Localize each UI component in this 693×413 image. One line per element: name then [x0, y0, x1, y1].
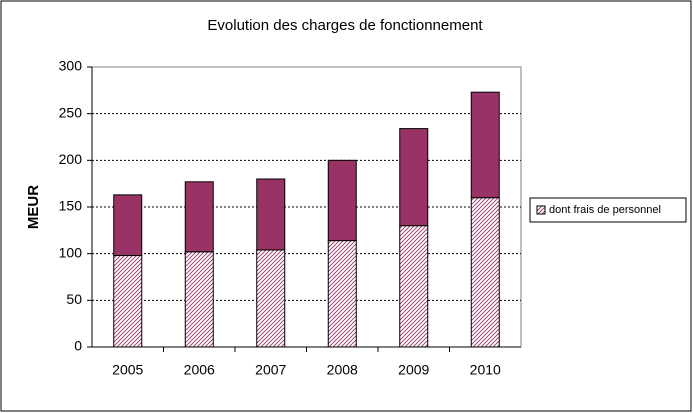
bar-segment	[256, 249, 286, 348]
bar-segment	[113, 255, 143, 348]
legend-swatch	[536, 205, 546, 215]
y-axis-label: MEUR	[25, 185, 42, 229]
x-tick-label: 2008	[327, 362, 358, 378]
chart-title: Evolution des charges de fonctionnement	[207, 17, 483, 34]
x-tick-label: 2005	[112, 362, 143, 378]
bar-segment	[327, 240, 357, 348]
y-tick-label: 250	[59, 104, 83, 120]
bar-segment	[470, 197, 500, 348]
bar-segment	[184, 181, 214, 253]
bar-segment	[113, 194, 143, 257]
x-tick-label: 2010	[470, 362, 501, 378]
y-tick-label: 50	[66, 291, 82, 307]
legend-label: dont frais de personnel	[549, 204, 661, 216]
y-tick-label: 200	[59, 151, 83, 167]
x-tick-label: 2007	[255, 362, 286, 378]
y-tick-label: 300	[59, 58, 83, 74]
bar-segment	[327, 159, 357, 242]
y-tick-label: 0	[74, 338, 82, 354]
bar-segment	[399, 128, 429, 227]
legend-box	[529, 197, 687, 223]
x-tick-label: 2006	[184, 362, 215, 378]
y-tick-label: 100	[59, 244, 83, 260]
y-tick-label: 150	[59, 198, 83, 214]
bar-segment	[470, 91, 500, 199]
bar-segment	[399, 225, 429, 348]
bar-segment	[184, 251, 214, 348]
bar-segment	[256, 178, 286, 251]
x-tick-label: 2009	[398, 362, 429, 378]
